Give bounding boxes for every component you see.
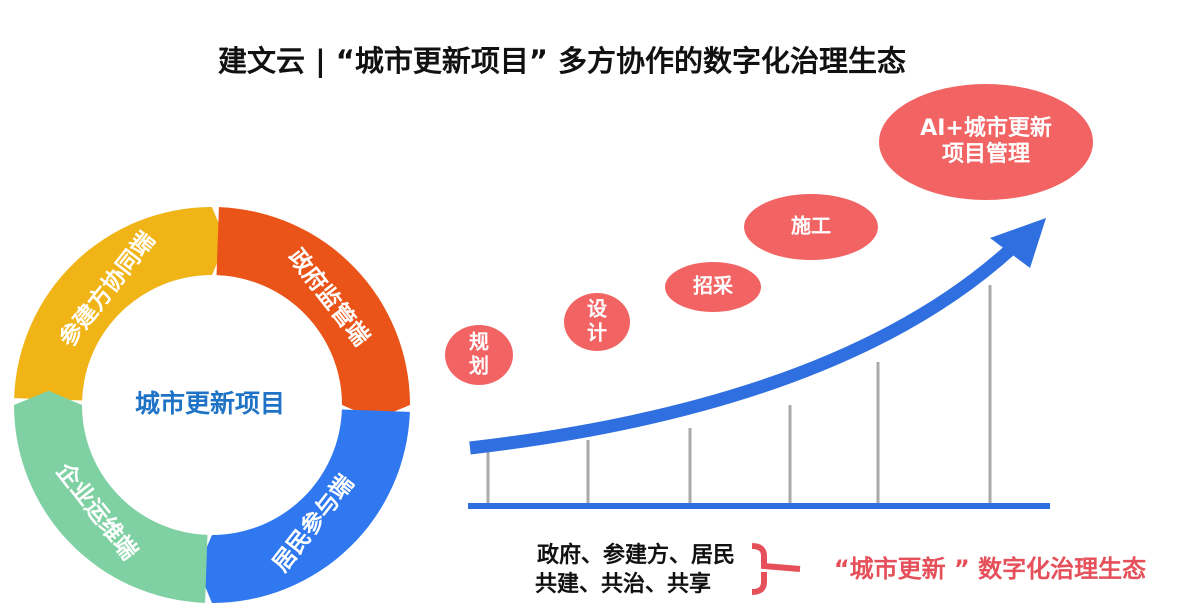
bottom-line: 政府、参建方、居民 <box>537 542 735 568</box>
bracket <box>751 543 801 595</box>
stage-label: 项目管理 <box>942 141 1030 167</box>
stage-label: AI+城市更新 <box>920 115 1052 141</box>
cycle-segment <box>14 390 208 603</box>
cycle-segment <box>216 207 410 420</box>
cycle-segment <box>197 409 410 603</box>
stage-label: 招采 <box>693 274 733 298</box>
slogan: “城市更新 ” 数字化治理生态 <box>834 555 1146 583</box>
stage-bubble <box>564 293 630 351</box>
stage-bubble <box>445 325 513 385</box>
stage-label: 设 <box>587 297 607 321</box>
bottom-line: 共建、共治、共享 <box>535 571 711 597</box>
stage-label: 划 <box>469 354 489 378</box>
stage-label: 计 <box>587 321 607 345</box>
stage-label: 规 <box>469 330 489 354</box>
stage-bubble <box>744 194 878 260</box>
cycle-segment <box>14 207 227 401</box>
stage-label: 施工 <box>791 214 831 238</box>
cycle-center: 城市更新项目 <box>135 389 285 418</box>
stage-bubble <box>665 262 761 312</box>
growth-chart <box>468 218 1050 509</box>
title: 建文云 | “城市更新项目” 多方协作的数字化治理生态 <box>218 44 906 78</box>
stage-bubble <box>879 84 1093 200</box>
